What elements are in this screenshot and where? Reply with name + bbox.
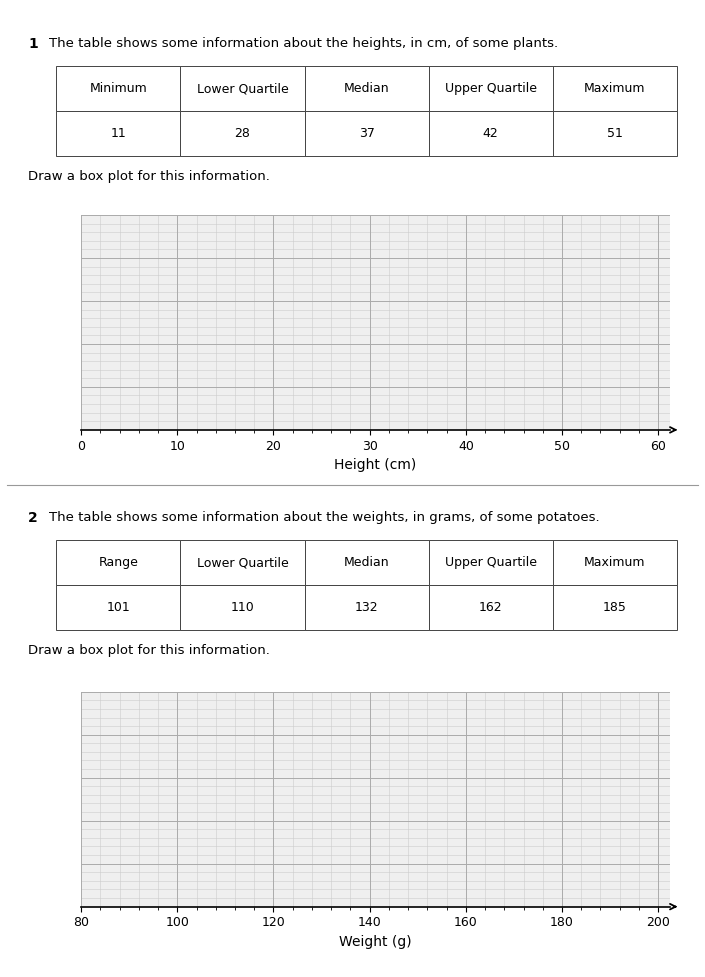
- Text: The table shows some information about the weights, in grams, of some potatoes.: The table shows some information about t…: [49, 511, 600, 525]
- Text: 1: 1: [28, 37, 38, 51]
- Bar: [305, 585, 429, 630]
- Text: Upper Quartile: Upper Quartile: [445, 556, 537, 570]
- Text: Range: Range: [99, 556, 138, 570]
- Bar: [429, 111, 553, 156]
- Text: 2: 2: [28, 511, 38, 525]
- Bar: [56, 66, 180, 111]
- Bar: [305, 66, 429, 111]
- Bar: [429, 66, 553, 111]
- Bar: [180, 540, 305, 585]
- Text: 110: 110: [231, 601, 255, 615]
- Text: 162: 162: [479, 601, 503, 615]
- Text: Draw a box plot for this information.: Draw a box plot for this information.: [28, 644, 270, 658]
- Text: 101: 101: [106, 601, 130, 615]
- Bar: [305, 540, 429, 585]
- Bar: [429, 540, 553, 585]
- Text: 132: 132: [355, 601, 379, 615]
- Text: 11: 11: [111, 127, 126, 141]
- X-axis label: Height (cm): Height (cm): [334, 458, 417, 472]
- Bar: [553, 111, 677, 156]
- Text: Draw a box plot for this information.: Draw a box plot for this information.: [28, 170, 270, 184]
- Bar: [553, 540, 677, 585]
- Bar: [180, 585, 305, 630]
- Text: 42: 42: [483, 127, 498, 141]
- Text: Maximum: Maximum: [584, 556, 646, 570]
- Text: The table shows some information about the heights, in cm, of some plants.: The table shows some information about t…: [49, 37, 558, 51]
- Text: Lower Quartile: Lower Quartile: [197, 556, 288, 570]
- Bar: [553, 66, 677, 111]
- Text: Minimum: Minimum: [90, 82, 147, 96]
- Text: Median: Median: [344, 82, 389, 96]
- X-axis label: Weight (g): Weight (g): [339, 935, 412, 949]
- Text: Lower Quartile: Lower Quartile: [197, 82, 288, 96]
- Text: 185: 185: [603, 601, 627, 615]
- Text: 51: 51: [607, 127, 623, 141]
- Text: 37: 37: [359, 127, 374, 141]
- Bar: [305, 111, 429, 156]
- Text: Upper Quartile: Upper Quartile: [445, 82, 537, 96]
- Bar: [429, 585, 553, 630]
- Text: 28: 28: [235, 127, 250, 141]
- Bar: [56, 585, 180, 630]
- Bar: [180, 111, 305, 156]
- Bar: [56, 111, 180, 156]
- Text: Median: Median: [344, 556, 389, 570]
- Bar: [553, 585, 677, 630]
- Bar: [180, 66, 305, 111]
- Text: Maximum: Maximum: [584, 82, 646, 96]
- Bar: [56, 540, 180, 585]
